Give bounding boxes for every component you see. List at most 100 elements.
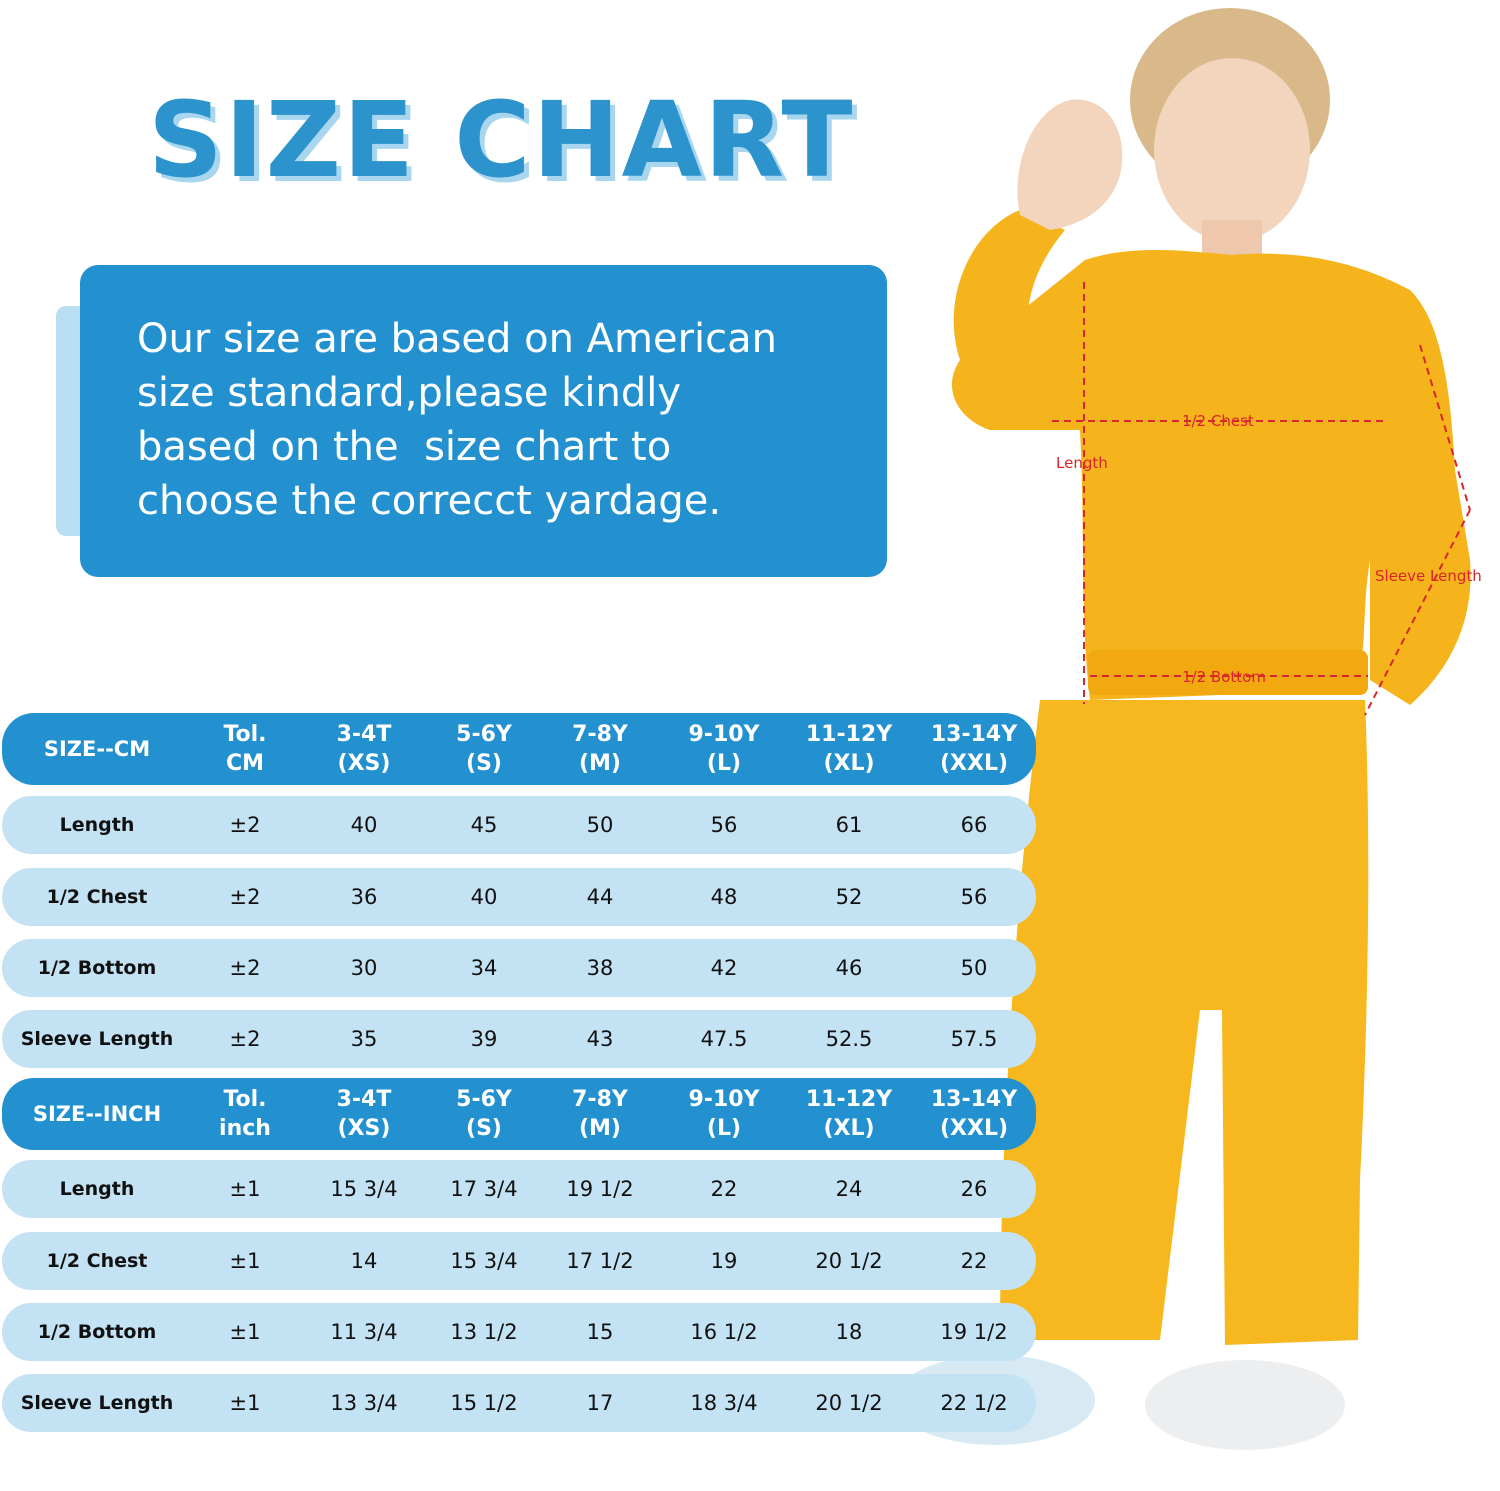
- sweater-shape: [951, 250, 1471, 705]
- value-cell: 17: [586, 1391, 614, 1415]
- value-cell: 30: [350, 956, 378, 980]
- sleeve-measure-line-2: [1364, 509, 1471, 716]
- table-row: 1/2 Bottom ±1 11 3/4 13 1/2 15 16 1/2 18…: [2, 1303, 1036, 1361]
- inch-header-size: 5-6Y (S): [456, 1087, 512, 1141]
- table-row: Length ±2 40 45 50 56 61 66: [2, 796, 1036, 854]
- row-label: 1/2 Bottom: [37, 957, 157, 979]
- face-shape: [1154, 58, 1310, 242]
- table-row: 1/2 Chest ±2 36 40 44 48 52 56: [2, 868, 1036, 926]
- value-cell: 46: [835, 956, 863, 980]
- value-cell: 19: [710, 1249, 738, 1273]
- row-label: 1/2 Bottom: [37, 1321, 157, 1343]
- value-cell: 61: [835, 813, 863, 837]
- value-cell: 56: [710, 813, 738, 837]
- row-label: Sleeve Length: [20, 1392, 174, 1414]
- value-cell: 36: [350, 885, 378, 909]
- value-cell: 39: [470, 1027, 498, 1051]
- sweater-hem-shape: [1088, 650, 1368, 695]
- intro-line: choose the correcct yardage.: [137, 478, 722, 524]
- table-row: Sleeve Length ±2 35 39 43 47.5 52.5 57.5: [2, 1010, 1036, 1068]
- sleeve-measure-label: Sleeve Length: [1375, 567, 1482, 585]
- cm-header-size: 7-8Y (M): [572, 722, 628, 776]
- row-label: Length: [59, 814, 135, 836]
- table-row: 1/2 Bottom ±2 30 34 38 42 46 50: [2, 939, 1036, 997]
- value-cell: 17 1/2: [566, 1249, 634, 1273]
- value-cell: 43: [586, 1027, 614, 1051]
- value-cell: 57.5: [950, 1027, 998, 1051]
- right-shoe-shape: [1145, 1360, 1345, 1450]
- page-title: SIZE CHART: [148, 79, 855, 201]
- inch-header-size: 11-12Y (XL): [805, 1087, 893, 1141]
- inch-header-size: 7-8Y (M): [572, 1087, 628, 1141]
- raised-arm-shape: [953, 210, 1065, 360]
- table-row: Sleeve Length ±1 13 3/4 15 1/2 17 18 3/4…: [2, 1374, 1036, 1432]
- inch-header-size: 9-10Y (L): [688, 1087, 760, 1141]
- cm-header-tol: Tol. CM: [223, 722, 267, 776]
- pants-shape: [1000, 700, 1369, 1345]
- intro-text: Our size are based on American size stan…: [137, 312, 857, 528]
- tolerance-cell: ±2: [229, 885, 261, 909]
- value-cell: 15 3/4: [330, 1177, 398, 1201]
- value-cell: 20 1/2: [815, 1391, 883, 1415]
- sleeve-measure-line: [1419, 344, 1471, 511]
- value-cell: 13 1/2: [450, 1320, 518, 1344]
- value-cell: 17 3/4: [450, 1177, 518, 1201]
- inch-header-tol: Tol. inch: [219, 1087, 271, 1141]
- intro-line: based on the size chart to: [137, 424, 672, 470]
- tolerance-cell: ±1: [229, 1177, 261, 1201]
- cm-header-size: 3-4T (XS): [336, 722, 392, 776]
- value-cell: 15 3/4: [450, 1249, 518, 1273]
- inch-header-size: 3-4T (XS): [336, 1087, 392, 1141]
- value-cell: 22: [710, 1177, 738, 1201]
- length-measure-label: Length: [1056, 454, 1108, 472]
- value-cell: 19 1/2: [940, 1320, 1008, 1344]
- value-cell: 15 1/2: [450, 1391, 518, 1415]
- value-cell: 48: [710, 885, 738, 909]
- inch-header-size: 13-14Y (XXL): [930, 1087, 1018, 1141]
- value-cell: 22: [960, 1249, 988, 1273]
- value-cell: 38: [586, 956, 614, 980]
- value-cell: 52: [835, 885, 863, 909]
- row-label: 1/2 Chest: [46, 886, 148, 908]
- cm-table-header: SIZE--CM Tol. CM 3-4T (XS) 5-6Y (S) 7-8Y (M)…: [2, 713, 1036, 785]
- row-label: Sleeve Length: [20, 1028, 174, 1050]
- value-cell: 34: [470, 956, 498, 980]
- value-cell: 50: [586, 813, 614, 837]
- value-cell: 56: [960, 885, 988, 909]
- bottom-measure-label: 1/2 Bottom: [1182, 668, 1266, 686]
- value-cell: 15: [586, 1320, 614, 1344]
- value-cell: 50: [960, 956, 988, 980]
- value-cell: 14: [350, 1249, 378, 1273]
- value-cell: 24: [835, 1177, 863, 1201]
- value-cell: 40: [470, 885, 498, 909]
- value-cell: 13 3/4: [330, 1391, 398, 1415]
- cm-header-size: 13-14Y (XXL): [930, 722, 1018, 776]
- cm-header-size: 5-6Y (S): [456, 722, 512, 776]
- tolerance-cell: ±1: [229, 1320, 261, 1344]
- value-cell: 40: [350, 813, 378, 837]
- value-cell: 22 1/2: [940, 1391, 1008, 1415]
- value-cell: 42: [710, 956, 738, 980]
- chest-measure-label: 1/2 Chest: [1182, 412, 1254, 430]
- inch-header-label: SIZE--INCH: [32, 1101, 162, 1126]
- value-cell: 18 3/4: [690, 1391, 758, 1415]
- tolerance-cell: ±1: [229, 1391, 261, 1415]
- value-cell: 47.5: [700, 1027, 748, 1051]
- cm-header-size: 9-10Y (L): [688, 722, 760, 776]
- value-cell: 16 1/2: [690, 1320, 758, 1344]
- row-label: Length: [59, 1178, 135, 1200]
- value-cell: 35: [350, 1027, 378, 1051]
- value-cell: 44: [586, 885, 614, 909]
- value-cell: 20 1/2: [815, 1249, 883, 1273]
- value-cell: 45: [470, 813, 498, 837]
- table-row: 1/2 Chest ±1 14 15 3/4 17 1/2 19 20 1/2 …: [2, 1232, 1036, 1290]
- tolerance-cell: ±2: [229, 813, 261, 837]
- tolerance-cell: ±1: [229, 1249, 261, 1273]
- intro-line: size standard,please kindly: [137, 370, 682, 416]
- value-cell: 11 3/4: [330, 1320, 398, 1344]
- value-cell: 18: [835, 1320, 863, 1344]
- value-cell: 19 1/2: [566, 1177, 634, 1201]
- inch-table-header: SIZE--INCH Tol. inch 3-4T (XS) 5-6Y (S) 7-8…: [2, 1078, 1036, 1150]
- model-illustration: 1/2 Chest Length Sleeve Length 1/2 Botto…: [895, 8, 1482, 1450]
- value-cell: 66: [960, 813, 988, 837]
